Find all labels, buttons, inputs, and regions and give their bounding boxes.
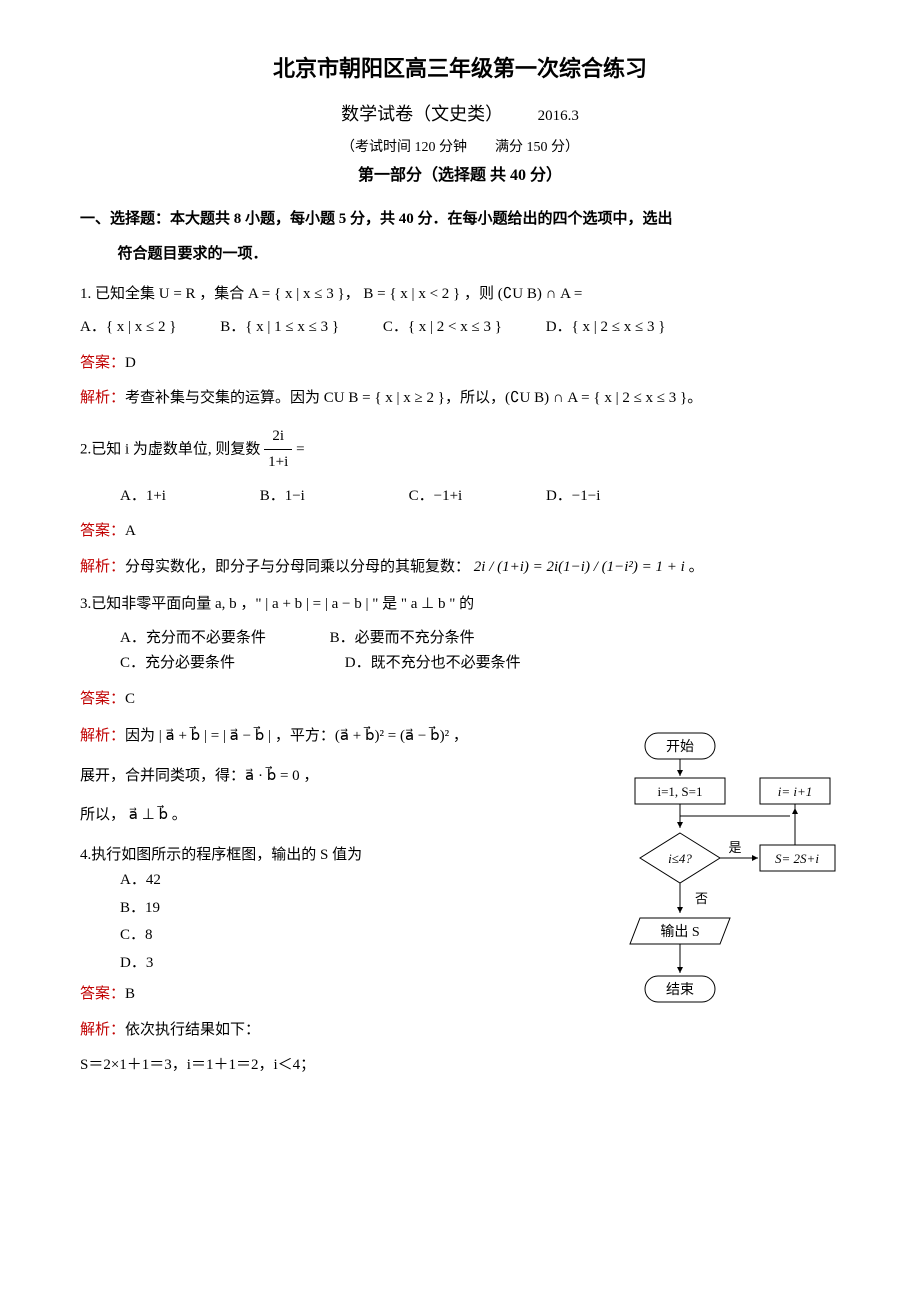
- fc-no: 否: [695, 891, 708, 906]
- q3-explain-line2: 展开，合并同类项，得：a⃗ · b⃗ = 0 ，: [80, 764, 570, 790]
- q3-answer-line: 答案：C: [80, 687, 840, 713]
- q2-explain-post: 。: [685, 559, 704, 575]
- q3-opt-c: C．充分必要条件: [120, 651, 235, 677]
- q1-stem: 1. 已知全集 U = R ，集合 A = { x | x ≤ 3 }， B =…: [80, 282, 840, 308]
- question-3: 3.已知非零平面向量 a, b ，" | a + b | = | a − b |…: [80, 592, 840, 712]
- q1-answer-line: 答案：D: [80, 351, 840, 377]
- q3-explain-1: 因为 | a⃗ + b⃗ | = | a⃗ − b⃗ | ，平方：(a⃗ + b…: [125, 728, 468, 744]
- q2-explain-pre: 分母实数化，即分子与分母同乘以分母的其轭复数：: [125, 559, 470, 575]
- q2-stem: 2.已知 i 为虚数单位, 则复数 2i 1+i =: [80, 424, 840, 476]
- q3-explain-line1: 解析：因为 | a⃗ + b⃗ | = | a⃗ − b⃗ | ，平方：(a⃗ …: [80, 724, 570, 750]
- q2-answer-line: 答案：A: [80, 519, 840, 545]
- q2-answer-label: 答案：: [80, 523, 125, 539]
- q1-explain-label: 解析：: [80, 390, 125, 406]
- question-2: 2.已知 i 为虚数单位, 则复数 2i 1+i = A．1+i B．1−i C…: [80, 424, 840, 581]
- q1-answer: D: [125, 355, 136, 371]
- q3-opt-d: D．既不充分也不必要条件: [345, 651, 521, 677]
- title-sub: 数学试卷（文史类）: [341, 104, 503, 124]
- q4-options: A．42 B．19 C．8 D．3: [80, 868, 570, 976]
- q2-opt-a: A．1+i: [120, 484, 166, 510]
- q3-options: A．充分而不必要条件 B．必要而不充分条件 C．充分必要条件 D．既不充分也不必…: [80, 626, 840, 677]
- fc-inc: i= i+1: [778, 784, 813, 799]
- q2-stem-post: =: [296, 441, 304, 457]
- q1-opt-c: C．{ x | 2 < x ≤ 3 }: [383, 315, 502, 341]
- q2-answer: A: [125, 523, 136, 539]
- section-header-line2: 符合题目要求的一项．: [80, 242, 840, 268]
- title-main: 北京市朝阳区高三年级第一次综合练习: [80, 50, 840, 87]
- part-title: 第一部分（选择题 共 40 分）: [80, 162, 840, 189]
- q3-explain-label: 解析：: [80, 728, 125, 744]
- q2-fraction: 2i 1+i: [264, 424, 292, 476]
- q2-explain-math: 2i / (1+i) = 2i(1−i) / (1−i²) = 1 + i: [474, 559, 685, 575]
- q4-opt-c: C．8: [120, 923, 570, 949]
- q4-answer-line: 答案：B: [80, 982, 570, 1008]
- fc-start: 开始: [666, 739, 694, 755]
- fc-end: 结束: [666, 982, 694, 998]
- q2-opt-c: C．−1+i: [409, 484, 463, 510]
- q1-opt-a: A．{ x | x ≤ 2 }: [80, 315, 176, 341]
- q4-stem: 4.执行如图所示的程序框图，输出的 S 值为: [80, 843, 570, 869]
- fc-yes: 是: [728, 840, 741, 855]
- q4-opt-b: B．19: [120, 896, 570, 922]
- q4-answer: B: [125, 986, 135, 1002]
- q1-explain: 考查补集与交集的运算。因为 CU B = { x | x ≥ 2 }，所以，(∁…: [125, 390, 702, 406]
- q4-explain-line2: S＝2×1＋1＝3，i＝1＋1＝2，i＜4；: [80, 1053, 570, 1079]
- q2-frac-num: 2i: [264, 424, 292, 451]
- q3-answer: C: [125, 691, 135, 707]
- q4-opt-d: D．3: [120, 951, 570, 977]
- q1-explain-line: 解析：考查补集与交集的运算。因为 CU B = { x | x ≥ 2 }，所以…: [80, 386, 840, 412]
- fc-cond: i≤4?: [668, 851, 692, 866]
- question-4: 4.执行如图所示的程序框图，输出的 S 值为 A．42 B．19 C．8 D．3…: [80, 843, 570, 1079]
- exam-info: （考试时间 120 分钟 满分 150 分）: [80, 136, 840, 160]
- q2-explain-line: 解析：分母实数化，即分子与分母同乘以分母的其轭复数： 2i / (1+i) = …: [80, 555, 840, 581]
- fc-update: S= 2S+i: [775, 851, 819, 866]
- q4-explain-1: 依次执行结果如下：: [125, 1022, 260, 1038]
- q2-explain-label: 解析：: [80, 559, 125, 575]
- q3-opt-b: B．必要而不充分条件: [330, 626, 475, 652]
- q1-opt-b: B．{ x | 1 ≤ x ≤ 3 }: [220, 315, 339, 341]
- q2-frac-den: 1+i: [264, 450, 292, 476]
- title-sub-row: 数学试卷（文史类） 2016.3: [80, 99, 840, 130]
- q3-answer-label: 答案：: [80, 691, 125, 707]
- q4-answer-label: 答案：: [80, 986, 125, 1002]
- q1-options: A．{ x | x ≤ 2 } B．{ x | 1 ≤ x ≤ 3 } C．{ …: [80, 315, 840, 341]
- q3-stem: 3.已知非零平面向量 a, b ，" | a + b | = | a − b |…: [80, 592, 840, 618]
- flowchart-svg: 开始 i=1, S=1 i= i+1 i≤4? 是 S= 2S+i: [580, 728, 840, 1048]
- q4-explain-label: 解析：: [80, 1022, 125, 1038]
- lower-layout: 解析：因为 | a⃗ + b⃗ | = | a⃗ − b⃗ | ，平方：(a⃗ …: [80, 724, 840, 1091]
- q1-opt-d: D．{ x | 2 ≤ x ≤ 3 }: [546, 315, 666, 341]
- q3-opt-a: A．充分而不必要条件: [120, 626, 266, 652]
- q4-opt-a: A．42: [120, 868, 570, 894]
- q2-stem-pre: 2.已知 i 为虚数单位, 则复数: [80, 441, 264, 457]
- left-column: 解析：因为 | a⃗ + b⃗ | = | a⃗ − b⃗ | ，平方：(a⃗ …: [80, 724, 570, 1091]
- exam-date: 2016.3: [538, 108, 579, 124]
- fc-init: i=1, S=1: [657, 784, 702, 799]
- q2-opt-b: B．1−i: [260, 484, 305, 510]
- flowchart: 开始 i=1, S=1 i= i+1 i≤4? 是 S= 2S+i: [580, 728, 840, 1058]
- q4-explain-line1: 解析：依次执行结果如下：: [80, 1018, 570, 1044]
- fc-output: 输出 S: [660, 924, 699, 940]
- question-1: 1. 已知全集 U = R ，集合 A = { x | x ≤ 3 }， B =…: [80, 282, 840, 412]
- q2-opt-d: D．−1−i: [546, 484, 600, 510]
- q1-answer-label: 答案：: [80, 355, 125, 371]
- q2-options: A．1+i B．1−i C．−1+i D．−1−i: [80, 484, 840, 510]
- q3-explain-line3: 所以， a⃗ ⊥ b⃗ 。: [80, 803, 570, 829]
- section-header-line1: 一、选择题：本大题共 8 小题，每小题 5 分，共 40 分．在每小题给出的四个…: [80, 207, 840, 233]
